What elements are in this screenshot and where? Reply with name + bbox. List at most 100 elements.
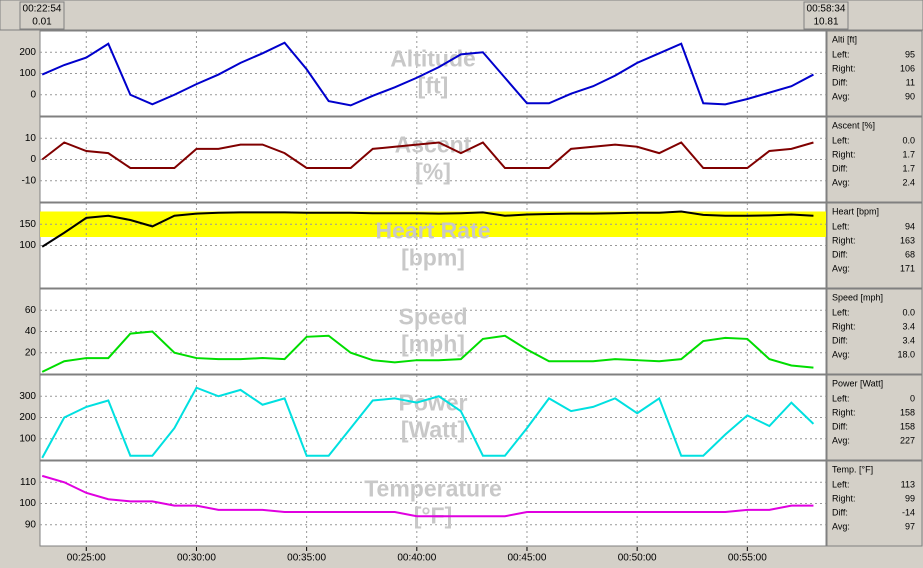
x-tick-label: 00:25:00 — [67, 553, 106, 564]
stats-label: Left: — [832, 135, 850, 145]
data-line — [41, 330, 814, 373]
panel-unit: [%] — [415, 159, 451, 185]
stats-value: 0.0 — [902, 307, 915, 317]
stats-label: Diff: — [832, 335, 848, 345]
left-time: 00:22:54 — [23, 4, 62, 15]
stats-panel — [826, 374, 923, 461]
data-line — [41, 41, 814, 107]
y-tick-label: 100 — [19, 433, 36, 444]
stats-label: Diff: — [832, 77, 848, 87]
y-tick-label: 100 — [19, 498, 36, 509]
stats-value: 227 — [900, 435, 915, 445]
x-tick-label: 00:30:00 — [177, 553, 216, 564]
stats-value: 3.4 — [902, 321, 915, 331]
x-tick-label: 00:55:00 — [728, 553, 767, 564]
stats-value: 106 — [900, 63, 915, 73]
stats-panel — [826, 460, 923, 547]
y-tick-label: 60 — [25, 305, 37, 316]
stats-value: 97 — [905, 521, 915, 531]
stats-header: Heart [bpm] — [832, 206, 879, 216]
stats-label: Left: — [832, 393, 850, 403]
stats-value: 2.4 — [902, 177, 915, 187]
y-tick-label: 40 — [25, 326, 37, 337]
panel-title: Altitude — [390, 46, 476, 72]
panel-title: Heart Rate — [375, 218, 490, 244]
stats-value: -14 — [902, 507, 915, 517]
y-tick-label: 300 — [19, 391, 36, 402]
stats-value: 1.7 — [902, 163, 915, 173]
stats-panel — [826, 288, 923, 375]
stats-label: Avg: — [832, 91, 850, 101]
data-line — [41, 386, 815, 459]
stats-label: Avg: — [832, 177, 850, 187]
x-tick-label: 00:40:00 — [397, 553, 436, 564]
left-cursor-box[interactable] — [19, 1, 65, 30]
stats-value: 171 — [900, 263, 915, 273]
panel-title: Temperature — [364, 476, 502, 502]
stats-label: Avg: — [832, 435, 850, 445]
top-bar — [0, 0, 923, 31]
stats-label: Left: — [832, 49, 850, 59]
stats-value: 0 — [910, 393, 915, 403]
y-tick-label: 10 — [25, 133, 37, 144]
right-distance: 10.81 — [813, 17, 838, 28]
panel-title: Power — [398, 390, 467, 416]
panel-unit: [mph] — [401, 331, 465, 357]
data-line — [41, 474, 814, 518]
right-time: 00:58:34 — [807, 4, 846, 15]
y-tick-label: 200 — [19, 47, 36, 58]
stats-value: 90 — [905, 91, 915, 101]
stats-value: 0.0 — [902, 135, 915, 145]
y-tick-label: 0 — [30, 154, 36, 165]
stats-label: Left: — [832, 479, 850, 489]
stats-label: Diff: — [832, 421, 848, 431]
data-line — [41, 141, 814, 169]
y-tick-label: 110 — [20, 477, 36, 488]
stats-value: 158 — [900, 407, 915, 417]
y-tick-label: 200 — [19, 412, 36, 423]
stats-value: 11 — [906, 77, 915, 87]
stats-label: Right: — [832, 493, 856, 503]
stats-label: Right: — [832, 63, 856, 73]
stats-value: 113 — [901, 479, 915, 489]
y-tick-label: 20 — [25, 347, 37, 358]
stats-value: 18.0 — [897, 349, 915, 359]
stats-label: Left: — [832, 221, 850, 231]
y-tick-label: 0 — [30, 89, 36, 100]
stats-value: 158 — [900, 421, 915, 431]
panel-unit: [ft] — [418, 73, 449, 99]
stats-label: Diff: — [832, 507, 848, 517]
stats-label: Left: — [832, 307, 850, 317]
stats-panel — [826, 116, 923, 203]
stats-value: 95 — [905, 49, 915, 59]
stats-panel — [826, 202, 923, 289]
stats-label: Right: — [832, 321, 856, 331]
panel-title: Speed — [398, 304, 467, 330]
stats-label: Right: — [832, 149, 856, 159]
stats-panel — [826, 30, 923, 117]
x-tick-label: 00:35:00 — [287, 553, 326, 564]
stats-header: Ascent [%] — [832, 120, 875, 130]
y-tick-label: 100 — [19, 68, 36, 79]
panel-unit: [Watt] — [401, 417, 465, 443]
stats-value: 99 — [905, 493, 915, 503]
stats-value: 163 — [900, 235, 915, 245]
stats-label: Right: — [832, 235, 856, 245]
stats-label: Avg: — [832, 349, 850, 359]
stats-value: 1.7 — [902, 149, 915, 159]
stats-value: 94 — [905, 221, 915, 231]
right-cursor-box[interactable] — [803, 1, 849, 30]
y-tick-label: 90 — [25, 519, 37, 530]
left-distance: 0.01 — [32, 17, 52, 28]
stats-header: Alti [ft] — [832, 34, 857, 44]
stats-header: Temp. [°F] — [832, 464, 873, 474]
y-tick-label: -10 — [22, 175, 37, 186]
stats-label: Avg: — [832, 263, 850, 273]
stats-value: 3.4 — [902, 335, 915, 345]
y-tick-label: 100 — [19, 240, 36, 251]
stats-label: Avg: — [832, 521, 850, 531]
stats-label: Diff: — [832, 163, 848, 173]
stats-value: 68 — [905, 249, 915, 259]
panel-unit: [bpm] — [401, 245, 465, 271]
